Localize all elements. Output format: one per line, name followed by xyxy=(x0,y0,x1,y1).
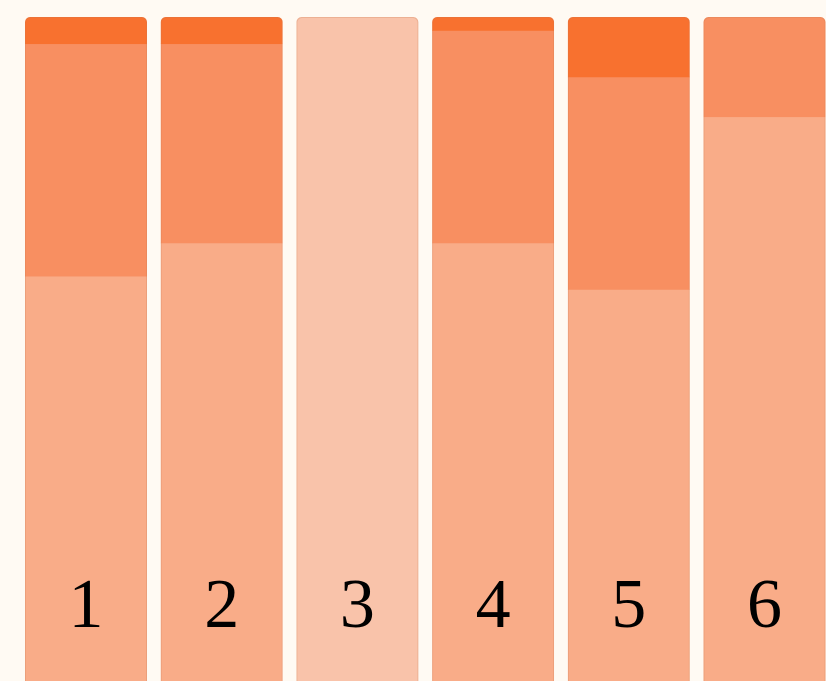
bar-6-segment-2 xyxy=(703,17,826,118)
bar-column-1 xyxy=(25,17,147,681)
bar-1-segment-2 xyxy=(25,43,147,277)
bar-2-segment-3 xyxy=(160,17,283,45)
bar-column-2 xyxy=(160,17,283,681)
bar-1-outline xyxy=(25,17,147,681)
bar-column-6 xyxy=(703,17,826,681)
labels-layer: 1 2 3 4 5 6 xyxy=(69,566,783,643)
category-label-3: 3 xyxy=(340,566,375,643)
bar-5-outline xyxy=(567,17,690,681)
bar-4-segment-1 xyxy=(432,242,555,681)
category-label-5: 5 xyxy=(611,566,646,643)
category-label-4: 4 xyxy=(476,566,511,643)
bar-3-outline xyxy=(296,17,419,681)
category-label-1: 1 xyxy=(69,566,104,643)
category-label-6: 6 xyxy=(747,566,782,643)
bar-2-outline xyxy=(160,17,283,681)
category-label-2: 2 xyxy=(204,566,239,643)
bar-3-segment-1 xyxy=(296,17,419,681)
bar-1-segment-1 xyxy=(25,275,147,681)
bar-2-segment-2 xyxy=(160,43,283,244)
bar-column-3 xyxy=(296,17,419,681)
bar-2-segment-1 xyxy=(160,242,283,681)
bar-5-segment-2 xyxy=(567,76,690,290)
bar-column-4 xyxy=(432,17,555,681)
bar-column-5 xyxy=(567,17,690,681)
bar-4-segment-2 xyxy=(432,30,555,244)
bar-5-segment-1 xyxy=(567,289,690,681)
bar-6-outline xyxy=(703,17,826,681)
bar-4-outline xyxy=(432,17,555,681)
bar-5-segment-3 xyxy=(567,17,690,78)
bar-4-segment-3 xyxy=(432,17,555,31)
bar-1-segment-3 xyxy=(25,17,147,45)
bars-layer xyxy=(25,17,826,681)
bar-6-segment-1 xyxy=(703,116,826,681)
